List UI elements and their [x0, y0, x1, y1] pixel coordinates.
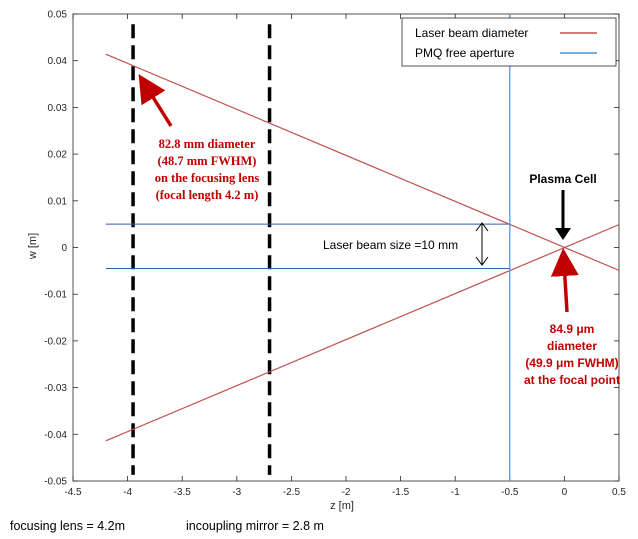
- series-line-laser-beam: [105, 224, 620, 442]
- caption-focusing-lens: focusing lens = 4.2m: [10, 519, 125, 533]
- legend-box: [401, 17, 617, 67]
- x-tick-label: -2.5: [283, 487, 301, 498]
- legend: Laser beam diameter PMQ free aperture: [401, 17, 617, 67]
- x-tick-label: -2: [342, 487, 351, 498]
- x-tick-label: -1.5: [392, 487, 410, 498]
- x-tick-label: -3.5: [174, 487, 192, 498]
- y-tick-label: 0.05: [48, 10, 68, 21]
- series-layer: [105, 14, 620, 481]
- y-tick-label: -0.01: [44, 290, 67, 301]
- y-tick-label: -0.03: [44, 383, 67, 394]
- y-tick-label: 0: [61, 243, 67, 254]
- x-tick-label: -3: [232, 487, 241, 498]
- x-tick-label: -4.5: [64, 487, 82, 498]
- legend-label-pmq: PMQ free aperture: [415, 46, 515, 60]
- y-tick-label: -0.05: [44, 477, 67, 488]
- beam-size-arrowhead-bottom: [475, 256, 489, 266]
- lens-annotation-line2: (48.7 mm FWHM): [158, 154, 257, 168]
- legend-label-laser: Laser beam diameter: [415, 26, 528, 40]
- x-tick-label: 0.5: [612, 487, 626, 498]
- beam-size-label: Laser beam size =10 mm: [323, 238, 458, 252]
- x-tick-label: -0.5: [501, 487, 519, 498]
- plasma-cell-arrowhead: [555, 228, 571, 240]
- lens-annotation-line4: (focal length 4.2 m): [156, 188, 259, 202]
- focal-annotation-line3: (49.9 μm FWHM): [525, 356, 618, 370]
- y-axis-label: w [m]: [27, 233, 39, 260]
- focal-annotation-line2: diameter: [547, 339, 597, 353]
- series-line-laser-beam: [105, 53, 620, 271]
- y-tick-label: -0.04: [44, 430, 67, 441]
- x-axis-label: z [m]: [330, 500, 354, 512]
- y-tick-label: 0.04: [48, 56, 68, 67]
- lens-annotation-line3: on the focusing lens: [155, 171, 260, 185]
- focal-annotation-line1: 84.9 μm: [550, 322, 595, 336]
- focal-arrow: [550, 248, 579, 313]
- lens-arrow: [138, 74, 173, 127]
- lens-annotation-line1: 82.8 mm diameter: [159, 137, 256, 151]
- x-tick-label: 0: [562, 487, 568, 498]
- beam-size-arrowhead-top: [475, 222, 489, 232]
- x-tick-labels: -4.5 -4 -3.5 -3 -2.5 -2 -1.5 -1 -0.5 0 0.5: [64, 487, 626, 498]
- caption-incoupling-mirror: incoupling mirror = 2.8 m: [186, 519, 324, 533]
- y-tick-label: 0.03: [48, 103, 68, 114]
- plasma-cell-label: Plasma Cell: [529, 172, 596, 186]
- y-tick-label: 0.01: [48, 196, 68, 207]
- x-tick-label: -4: [123, 487, 132, 498]
- axis-ticks: [72, 13, 620, 482]
- x-tick-label: -1: [451, 487, 460, 498]
- focal-annotation-line4: at the focal point: [524, 373, 620, 387]
- y-tick-label: -0.02: [44, 336, 67, 347]
- y-tick-label: 0.02: [48, 150, 68, 161]
- y-tick-labels: -0.05 -0.04 -0.03 -0.02 -0.01 0 0.01 0.02 0.03 0.…: [44, 10, 67, 488]
